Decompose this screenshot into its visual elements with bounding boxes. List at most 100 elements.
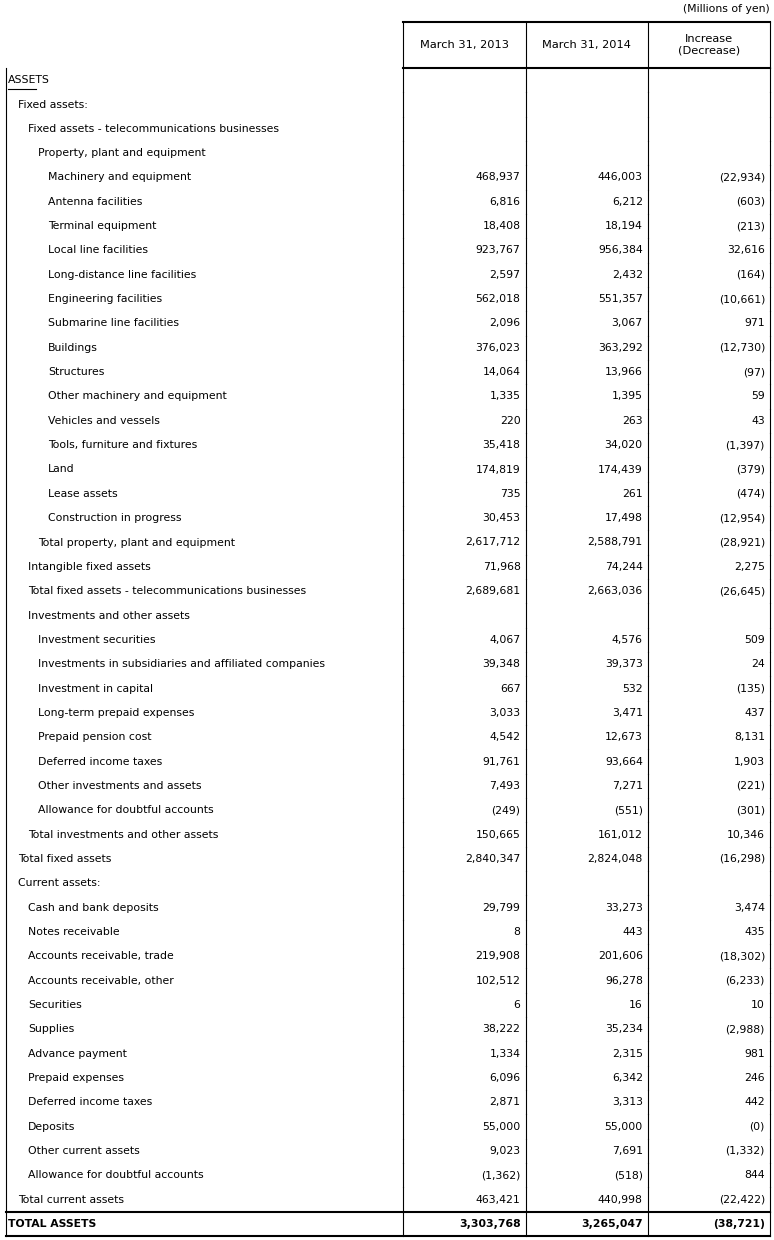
Text: 59: 59 bbox=[752, 392, 765, 402]
Text: March 31, 2013: March 31, 2013 bbox=[420, 40, 509, 50]
Text: 1,903: 1,903 bbox=[734, 756, 765, 766]
Text: Cash and bank deposits: Cash and bank deposits bbox=[28, 903, 159, 913]
Text: 39,373: 39,373 bbox=[605, 660, 642, 670]
Text: (16,298): (16,298) bbox=[719, 854, 765, 864]
Text: 3,471: 3,471 bbox=[611, 708, 642, 718]
Text: 3,265,047: 3,265,047 bbox=[581, 1219, 642, 1229]
Text: 3,303,768: 3,303,768 bbox=[459, 1219, 521, 1229]
Text: 2,871: 2,871 bbox=[489, 1097, 521, 1107]
Text: Fixed assets:: Fixed assets: bbox=[18, 99, 88, 109]
Text: 219,908: 219,908 bbox=[476, 951, 521, 961]
Text: (28,921): (28,921) bbox=[719, 537, 765, 548]
Text: 667: 667 bbox=[500, 683, 521, 693]
Text: 981: 981 bbox=[745, 1049, 765, 1059]
Text: (301): (301) bbox=[736, 805, 765, 815]
Text: 263: 263 bbox=[622, 415, 642, 425]
Text: 3,033: 3,033 bbox=[489, 708, 521, 718]
Text: 7,271: 7,271 bbox=[611, 781, 642, 791]
Text: Total investments and other assets: Total investments and other assets bbox=[28, 830, 218, 839]
Text: 150,665: 150,665 bbox=[476, 830, 521, 839]
Text: 35,418: 35,418 bbox=[483, 440, 521, 450]
Text: 956,384: 956,384 bbox=[598, 246, 642, 255]
Text: Securities: Securities bbox=[28, 999, 82, 1009]
Text: Total fixed assets: Total fixed assets bbox=[18, 854, 111, 864]
Text: 29,799: 29,799 bbox=[483, 903, 521, 913]
Text: Buildings: Buildings bbox=[48, 342, 98, 353]
Text: 38,222: 38,222 bbox=[483, 1024, 521, 1034]
Text: 562,018: 562,018 bbox=[476, 294, 521, 304]
Text: (26,645): (26,645) bbox=[719, 587, 765, 596]
Text: 17,498: 17,498 bbox=[605, 513, 642, 523]
Text: 16: 16 bbox=[629, 999, 642, 1009]
Text: Deposits: Deposits bbox=[28, 1121, 75, 1132]
Text: (213): (213) bbox=[736, 221, 765, 231]
Text: (Millions of yen): (Millions of yen) bbox=[683, 4, 770, 14]
Text: (12,730): (12,730) bbox=[718, 342, 765, 353]
Text: 2,315: 2,315 bbox=[611, 1049, 642, 1059]
Text: 532: 532 bbox=[622, 683, 642, 693]
Text: Notes receivable: Notes receivable bbox=[28, 926, 120, 937]
Text: (1,362): (1,362) bbox=[481, 1171, 521, 1180]
Text: 174,819: 174,819 bbox=[476, 465, 521, 475]
Text: (603): (603) bbox=[736, 197, 765, 207]
Text: 174,439: 174,439 bbox=[598, 465, 642, 475]
Text: (97): (97) bbox=[743, 367, 765, 377]
Text: Accounts receivable, other: Accounts receivable, other bbox=[28, 976, 173, 986]
Text: 437: 437 bbox=[745, 708, 765, 718]
Text: 43: 43 bbox=[752, 415, 765, 425]
Text: 9,023: 9,023 bbox=[489, 1146, 521, 1156]
Text: (6,233): (6,233) bbox=[726, 976, 765, 986]
Text: Other current assets: Other current assets bbox=[28, 1146, 140, 1156]
Text: 376,023: 376,023 bbox=[476, 342, 521, 353]
Text: Land: Land bbox=[48, 465, 74, 475]
Text: 102,512: 102,512 bbox=[476, 976, 521, 986]
Text: Deferred income taxes: Deferred income taxes bbox=[38, 756, 163, 766]
Text: 1,334: 1,334 bbox=[489, 1049, 521, 1059]
Text: (38,721): (38,721) bbox=[713, 1219, 765, 1229]
Text: 509: 509 bbox=[745, 635, 765, 645]
Text: Allowance for doubtful accounts: Allowance for doubtful accounts bbox=[38, 805, 214, 815]
Text: 6: 6 bbox=[514, 999, 521, 1009]
Text: 2,588,791: 2,588,791 bbox=[587, 537, 642, 548]
Text: 3,313: 3,313 bbox=[611, 1097, 642, 1107]
Text: Fixed assets - telecommunications businesses: Fixed assets - telecommunications busine… bbox=[28, 124, 279, 134]
Text: 551,357: 551,357 bbox=[598, 294, 642, 304]
Text: 24: 24 bbox=[752, 660, 765, 670]
Text: 2,617,712: 2,617,712 bbox=[465, 537, 521, 548]
Text: Total fixed assets - telecommunications businesses: Total fixed assets - telecommunications … bbox=[28, 587, 307, 596]
Text: Submarine line facilities: Submarine line facilities bbox=[48, 319, 179, 329]
Text: 2,824,048: 2,824,048 bbox=[587, 854, 642, 864]
Text: Antenna facilities: Antenna facilities bbox=[48, 197, 142, 207]
Text: Advance payment: Advance payment bbox=[28, 1049, 127, 1059]
Text: 7,493: 7,493 bbox=[489, 781, 521, 791]
Text: Investments and other assets: Investments and other assets bbox=[28, 610, 190, 620]
Text: 971: 971 bbox=[745, 319, 765, 329]
Text: 55,000: 55,000 bbox=[604, 1121, 642, 1132]
Text: Prepaid expenses: Prepaid expenses bbox=[28, 1073, 124, 1083]
Text: 923,767: 923,767 bbox=[476, 246, 521, 255]
Text: March 31, 2014: March 31, 2014 bbox=[543, 40, 631, 50]
Text: 6,096: 6,096 bbox=[489, 1073, 521, 1083]
Text: 363,292: 363,292 bbox=[598, 342, 642, 353]
Text: 1,335: 1,335 bbox=[489, 392, 521, 402]
Text: Long-term prepaid expenses: Long-term prepaid expenses bbox=[38, 708, 194, 718]
Text: 2,663,036: 2,663,036 bbox=[587, 587, 642, 596]
Text: Accounts receivable, trade: Accounts receivable, trade bbox=[28, 951, 173, 961]
Text: 39,348: 39,348 bbox=[483, 660, 521, 670]
Text: (18,302): (18,302) bbox=[718, 951, 765, 961]
Text: Prepaid pension cost: Prepaid pension cost bbox=[38, 732, 152, 743]
Text: 246: 246 bbox=[745, 1073, 765, 1083]
Text: 55,000: 55,000 bbox=[482, 1121, 521, 1132]
Text: 74,244: 74,244 bbox=[605, 562, 642, 572]
Text: Current assets:: Current assets: bbox=[18, 878, 101, 888]
Text: (379): (379) bbox=[736, 465, 765, 475]
Text: (518): (518) bbox=[614, 1171, 642, 1180]
Text: (551): (551) bbox=[614, 805, 642, 815]
Text: Deferred income taxes: Deferred income taxes bbox=[28, 1097, 152, 1107]
Text: 446,003: 446,003 bbox=[598, 172, 642, 182]
Text: Terminal equipment: Terminal equipment bbox=[48, 221, 156, 231]
Text: 463,421: 463,421 bbox=[476, 1194, 521, 1204]
Text: 1,395: 1,395 bbox=[611, 392, 642, 402]
Text: 34,020: 34,020 bbox=[604, 440, 642, 450]
Text: Tools, furniture and fixtures: Tools, furniture and fixtures bbox=[48, 440, 197, 450]
